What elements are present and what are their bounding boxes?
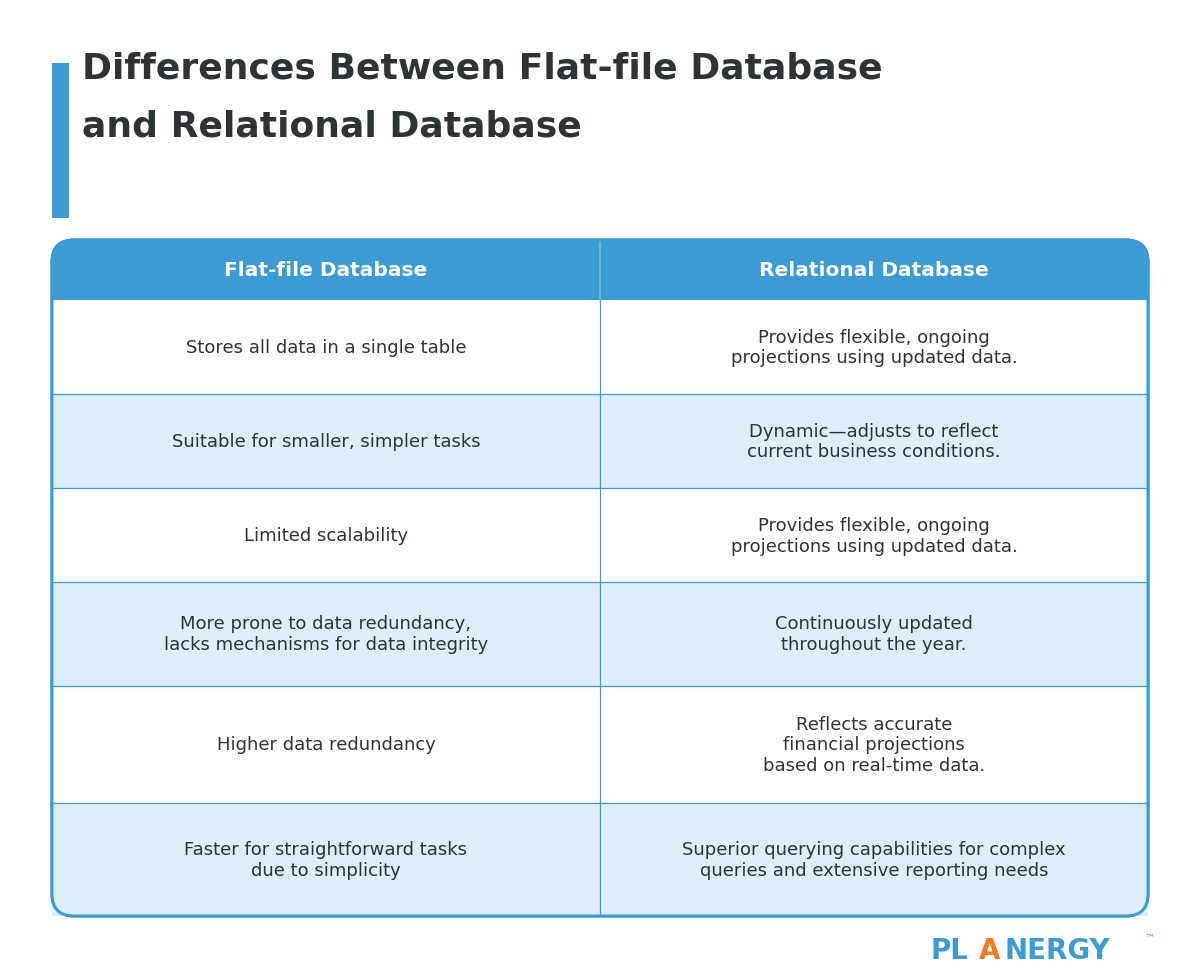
- Text: A: A: [978, 936, 1000, 964]
- Text: and Relational Database: and Relational Database: [82, 109, 582, 143]
- Text: Differences Between Flat-file Database: Differences Between Flat-file Database: [82, 51, 883, 85]
- Text: Superior querying capabilities for complex
queries and extensive reporting needs: Superior querying capabilities for compl…: [682, 840, 1066, 879]
- Bar: [52, 583, 1148, 686]
- Text: Flat-file Database: Flat-file Database: [224, 261, 427, 281]
- Bar: [52, 803, 1148, 916]
- Text: Continuously updated
throughout the year.: Continuously updated throughout the year…: [775, 615, 973, 653]
- Bar: [52, 395, 1148, 489]
- Bar: [52, 64, 70, 219]
- Text: Higher data redundancy: Higher data redundancy: [216, 735, 436, 754]
- Text: Stores all data in a single table: Stores all data in a single table: [186, 338, 467, 357]
- Bar: [52, 268, 1148, 300]
- FancyBboxPatch shape: [52, 241, 1148, 300]
- Text: Provides flexible, ongoing
projections using updated data.: Provides flexible, ongoing projections u…: [731, 329, 1018, 367]
- Bar: [52, 489, 1148, 583]
- Text: More prone to data redundancy,
lacks mechanisms for data integrity: More prone to data redundancy, lacks mec…: [164, 615, 488, 653]
- Text: Reflects accurate
financial projections
based on real-time data.: Reflects accurate financial projections …: [763, 715, 985, 775]
- FancyBboxPatch shape: [52, 241, 1148, 916]
- Text: Relational Database: Relational Database: [760, 261, 989, 281]
- Bar: [52, 686, 1148, 803]
- Text: PL: PL: [930, 936, 968, 964]
- Text: Provides flexible, ongoing
projections using updated data.: Provides flexible, ongoing projections u…: [731, 516, 1018, 555]
- Bar: [52, 300, 1148, 395]
- Text: Suitable for smaller, simpler tasks: Suitable for smaller, simpler tasks: [172, 432, 480, 451]
- Text: Limited scalability: Limited scalability: [244, 526, 408, 545]
- Text: ™: ™: [1144, 931, 1154, 941]
- Text: Faster for straightforward tasks
due to simplicity: Faster for straightforward tasks due to …: [185, 840, 468, 879]
- Text: Dynamic—adjusts to reflect
current business conditions.: Dynamic—adjusts to reflect current busin…: [748, 422, 1001, 461]
- Text: NERGY: NERGY: [1004, 936, 1110, 964]
